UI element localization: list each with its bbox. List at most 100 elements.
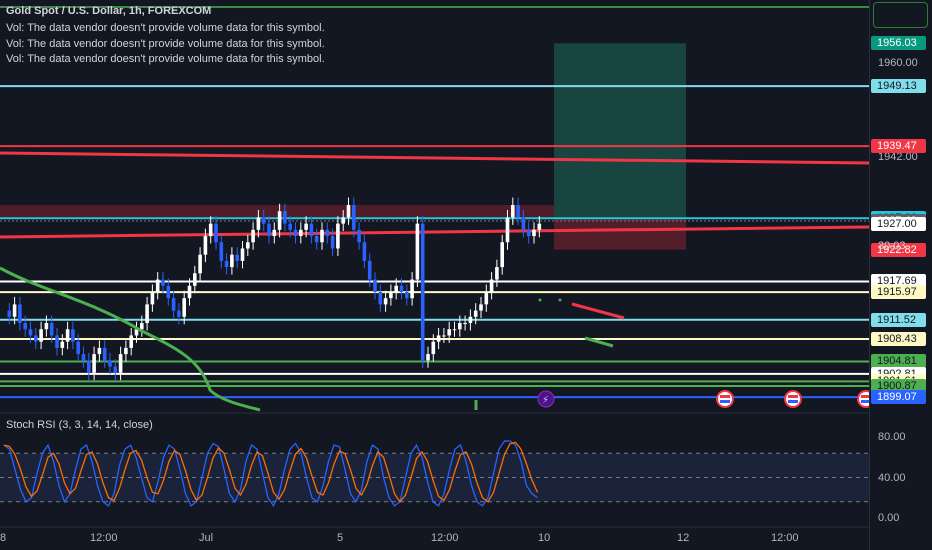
candle-body [447, 329, 451, 336]
candle-body [325, 229, 330, 237]
candle-body [92, 354, 96, 373]
us-flag-icon [788, 400, 798, 403]
volume-notice: Vol: The data vendor doesn't provide vol… [6, 22, 325, 34]
price-badge: 1939.47 [871, 139, 926, 154]
candle-body [214, 223, 218, 243]
price-tick: 1960.00 [878, 57, 918, 69]
candle-body [442, 335, 446, 337]
candle-body [299, 229, 303, 237]
lightning-icon: ⚡ [542, 395, 549, 406]
candle-body [150, 291, 155, 305]
candle-body [113, 366, 118, 373]
candle-body [182, 298, 186, 317]
candle-body [463, 323, 467, 325]
candle-body [468, 316, 473, 324]
candle-body [357, 229, 361, 243]
candle-body [224, 260, 229, 268]
time-label: 10 [538, 532, 551, 544]
candle-body [7, 310, 12, 317]
candle-body [288, 223, 292, 230]
green-drawing [584, 336, 614, 348]
candle-body [389, 291, 393, 299]
candle-body [362, 242, 367, 261]
price-badge: 1899.07 [871, 390, 926, 405]
candle-body [410, 279, 414, 299]
candle-body [495, 267, 499, 280]
stoch-rsi-label[interactable]: Stoch RSI (3, 3, 14, 14, close) [6, 419, 153, 431]
candle-body [193, 273, 197, 286]
candle-body [39, 329, 43, 342]
price-badge: 1900.87 [871, 378, 926, 393]
candle-body [500, 242, 504, 268]
candle-body [484, 291, 489, 305]
candle-body [187, 285, 192, 299]
us-flag-icon [861, 400, 869, 403]
candle-body [341, 217, 345, 224]
candle-body [373, 279, 377, 292]
price-badge: 1922.82 [871, 242, 926, 257]
candle-body [521, 217, 526, 230]
candle-body [140, 323, 144, 330]
candle-body [240, 248, 245, 261]
price-badge: 1915.97 [871, 285, 926, 300]
countdown-label: 30:03 [878, 240, 906, 252]
candle-body [420, 223, 425, 361]
price-badge: 1908.43 [871, 331, 926, 346]
candle-body [405, 291, 409, 299]
red-trendline [0, 151, 869, 165]
us-flag-icon [720, 395, 730, 398]
candle-body [532, 229, 536, 237]
candle-body [23, 323, 27, 330]
green-dot [538, 298, 542, 302]
candle-body [198, 254, 202, 274]
lightning-icon [537, 390, 555, 408]
candle-body [203, 236, 208, 255]
candle-body [134, 329, 139, 336]
candle-body [230, 254, 234, 268]
candle-body [394, 285, 398, 292]
candle-body [60, 341, 65, 348]
resistance-zone [0, 205, 554, 219]
candle-body [261, 217, 266, 224]
candle-body [219, 242, 224, 261]
candle-body [452, 329, 457, 331]
candle-body [320, 229, 324, 243]
candle-body [87, 360, 91, 373]
stoch-tick: 80.00 [878, 431, 906, 443]
candle-body [431, 341, 436, 355]
candle-body [71, 329, 75, 342]
candle-body [44, 323, 49, 330]
price-chart[interactable]: ⚡ [0, 0, 869, 550]
candle-body [76, 341, 80, 355]
symbol-title[interactable]: Gold Spot / U.S. Dollar, 1h, FOREXCOM [6, 5, 212, 17]
candle-body [28, 329, 33, 336]
us-flag-icon [788, 395, 798, 398]
candle-body [516, 205, 520, 218]
price-badge: 1927.00 [871, 216, 926, 231]
volume-notice: Vol: The data vendor doesn't provide vol… [6, 53, 325, 65]
candle-body [166, 285, 171, 299]
candle-body [171, 298, 176, 311]
price-axis-separator [869, 0, 870, 550]
red-drawing [571, 302, 625, 320]
candle-body [49, 323, 54, 336]
candle-body [102, 347, 107, 361]
candle-body [177, 310, 181, 317]
price-badge: 1949.13 [871, 79, 926, 94]
position-profit-zone [554, 43, 686, 219]
volume-notice: Vol: The data vendor doesn't provide vol… [6, 38, 325, 50]
candle-body [511, 205, 515, 218]
candle-body [346, 205, 351, 218]
price-badge: 1917.69 [871, 274, 926, 289]
candle-body [118, 354, 123, 373]
candle-body [272, 229, 277, 237]
candle-body [34, 335, 38, 342]
price-badge: 1904.81 [871, 354, 926, 369]
candle-body [367, 260, 372, 280]
top-right-button[interactable] [873, 2, 928, 28]
red-trendline [0, 225, 869, 239]
candle-body [526, 229, 531, 237]
time-label: 5 [337, 532, 344, 544]
candle-body [304, 223, 308, 230]
